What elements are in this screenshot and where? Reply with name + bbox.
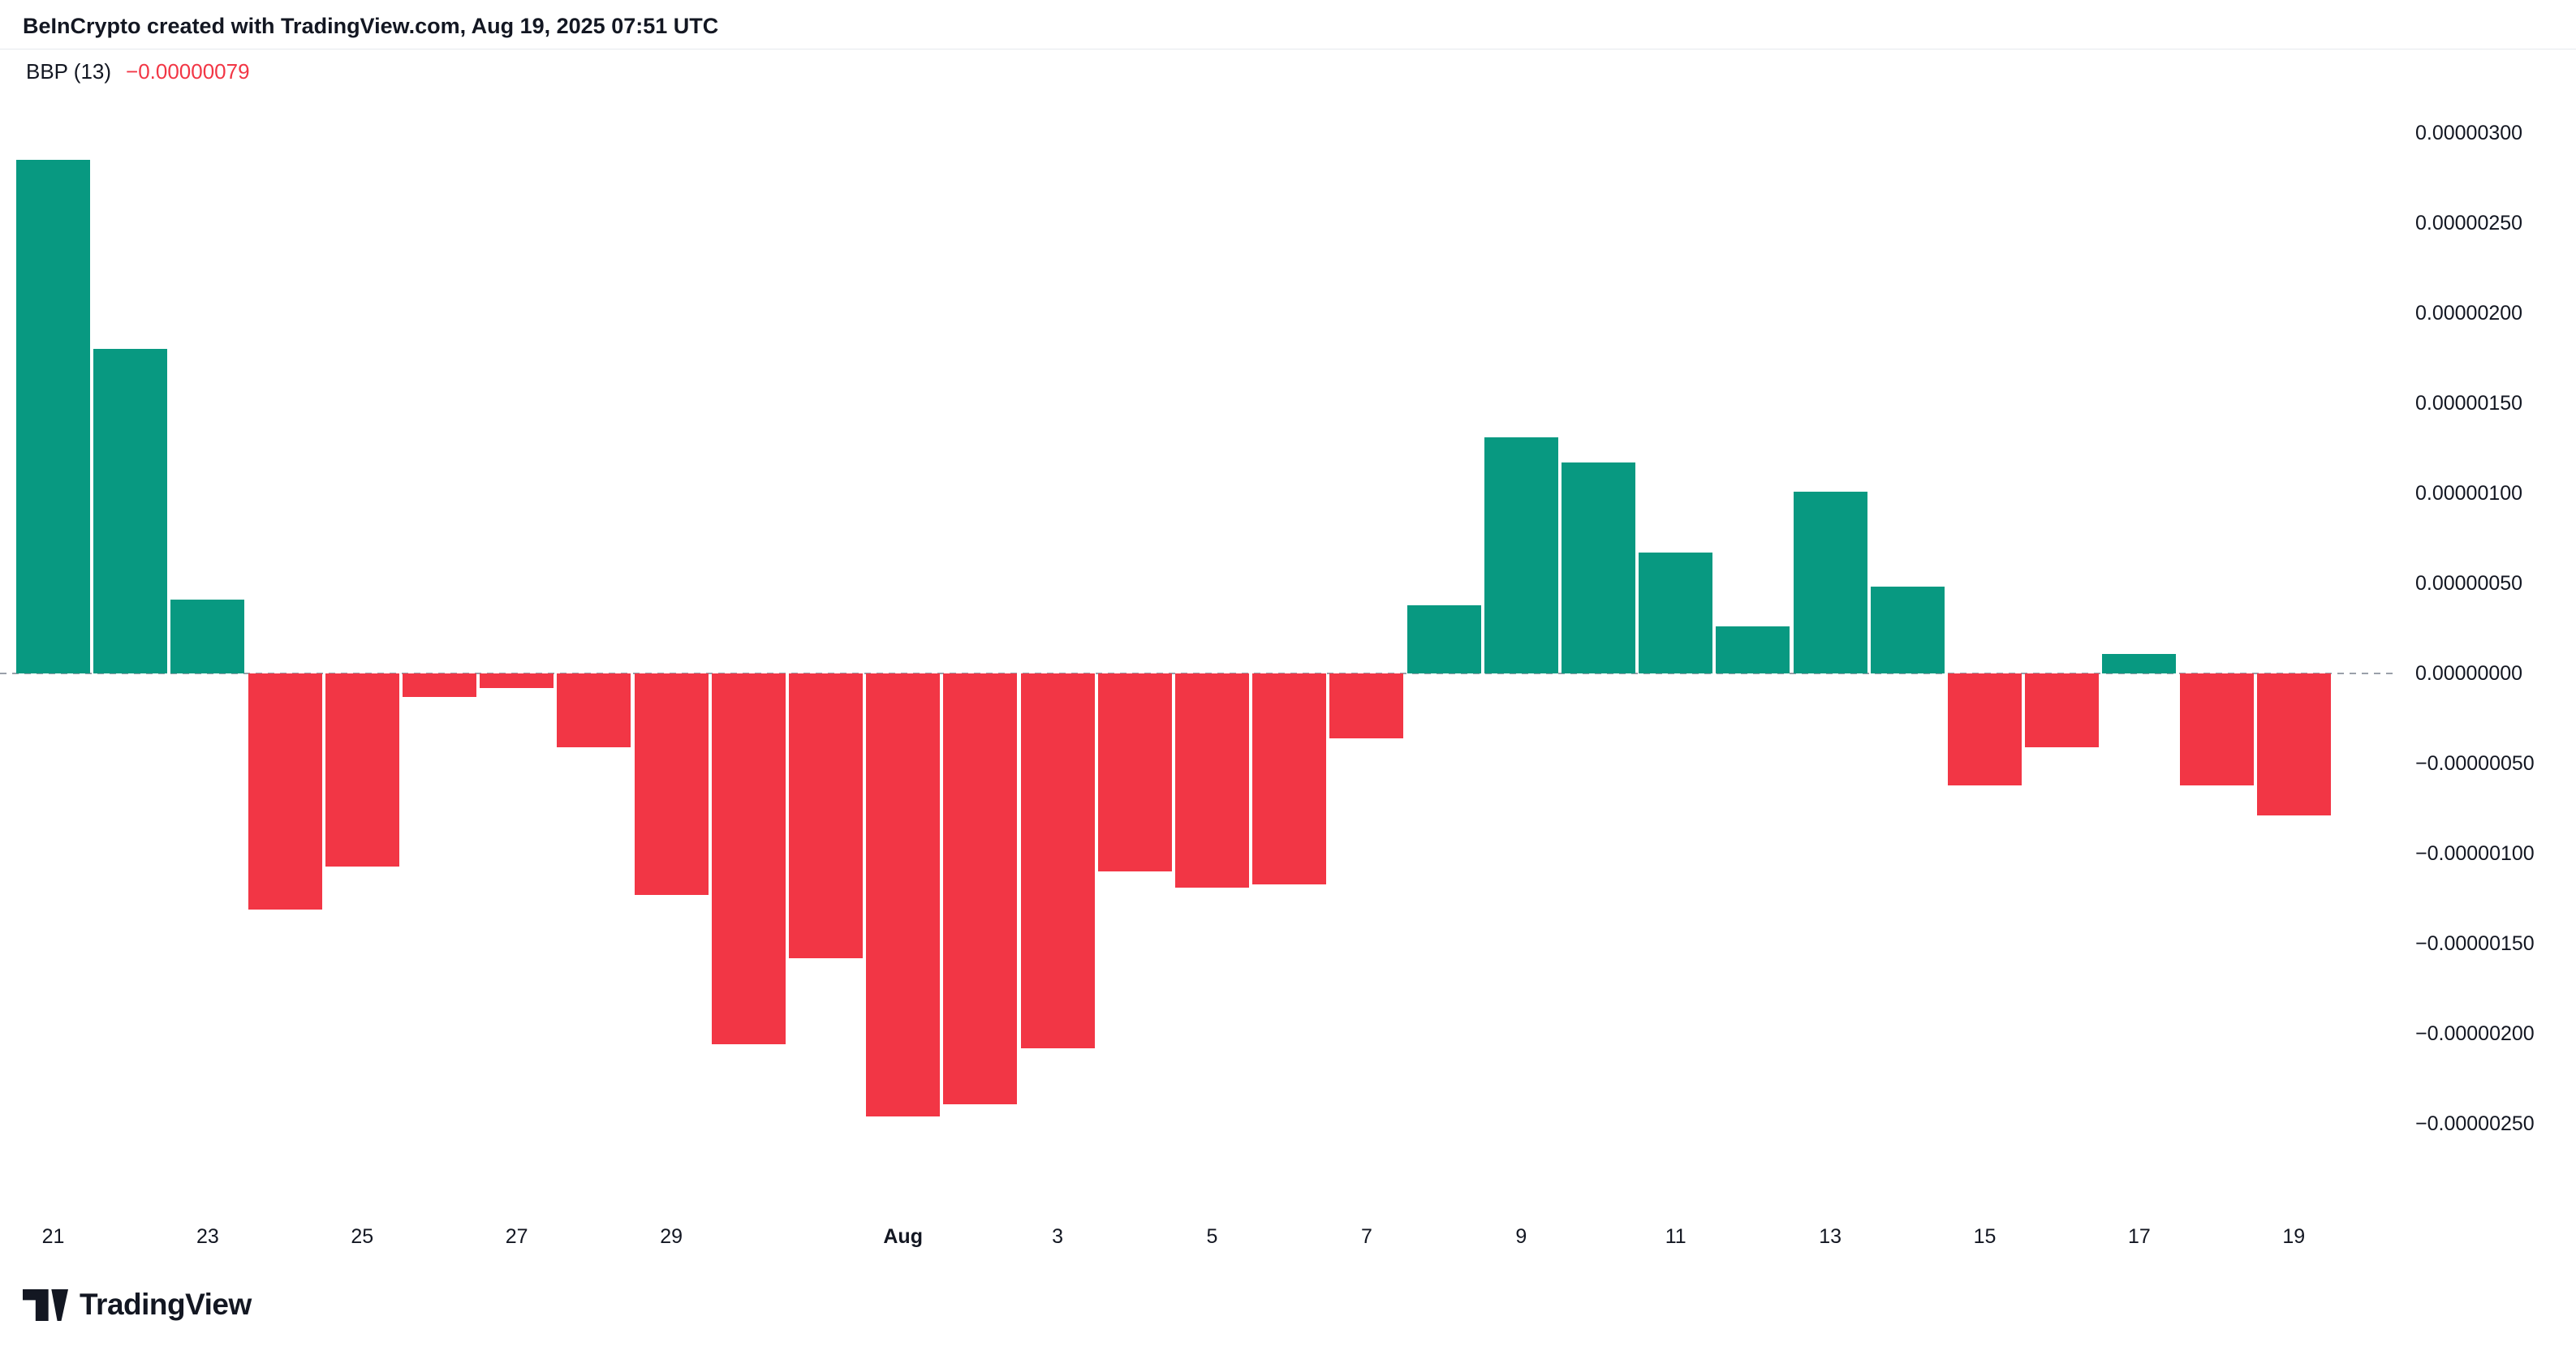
histogram-bar[interactable] <box>789 673 863 958</box>
histogram-bar[interactable] <box>170 599 245 673</box>
x-axis-label: 15 <box>1973 1225 1997 1248</box>
x-axis-label: 25 <box>351 1225 374 1248</box>
x-axis-label: 11 <box>1665 1225 1686 1248</box>
y-axis-label: −0.00000150 <box>2415 932 2535 955</box>
histogram-bar[interactable] <box>2256 673 2331 816</box>
y-axis-label: 0.00000100 <box>2415 482 2523 505</box>
x-axis-label: 27 <box>505 1225 528 1248</box>
histogram-bar[interactable] <box>634 673 709 896</box>
histogram-bar[interactable] <box>1484 437 1558 673</box>
indicator-legend[interactable]: BBP (13) −0.00000079 <box>26 58 250 84</box>
x-axis-label: 9 <box>1515 1225 1527 1248</box>
x-axis-label: 21 <box>41 1225 65 1248</box>
histogram-bar[interactable] <box>2025 673 2100 748</box>
histogram-bar[interactable] <box>1406 604 1481 673</box>
y-axis-label: 0.00000250 <box>2415 212 2523 234</box>
histogram-bar[interactable] <box>557 673 631 748</box>
tradingview-brand-text[interactable]: TradingView <box>80 1288 252 1321</box>
y-axis-label: 0.00000300 <box>2415 122 2523 144</box>
histogram-bar[interactable] <box>1175 673 1249 888</box>
histogram-bar[interactable] <box>1562 462 1635 673</box>
y-axis-label: 0.00000150 <box>2415 392 2523 415</box>
y-axis-label: 0.00000000 <box>2415 662 2523 685</box>
histogram-bar[interactable] <box>1793 491 1867 673</box>
histogram-bar[interactable] <box>93 349 168 673</box>
histogram-bar[interactable] <box>1716 626 1790 673</box>
histogram-bar[interactable] <box>1639 553 1713 673</box>
x-axis-label: 19 <box>2282 1225 2306 1248</box>
y-axis-label: −0.00000100 <box>2415 842 2535 865</box>
x-axis-label: 17 <box>2127 1225 2151 1248</box>
y-axis-label: −0.00000050 <box>2415 752 2535 775</box>
histogram-bar[interactable] <box>943 673 1018 1104</box>
attribution-text: BeInCrypto created with TradingView.com,… <box>23 14 719 38</box>
histogram-bar[interactable] <box>2102 653 2177 673</box>
histogram-bar[interactable] <box>403 673 476 697</box>
x-axis-label: 7 <box>1360 1225 1372 1248</box>
x-axis-label: 13 <box>1819 1225 1842 1248</box>
x-axis-label: 3 <box>1052 1225 1064 1248</box>
indicator-name: BBP (13) <box>26 59 112 84</box>
histogram-bar[interactable] <box>16 160 90 673</box>
histogram-bar[interactable] <box>325 673 399 867</box>
footer: TradingView <box>23 1287 252 1323</box>
x-axis-label: 23 <box>196 1225 219 1248</box>
y-axis-label: −0.00000200 <box>2415 1022 2535 1045</box>
tradingview-logo-icon[interactable] <box>23 1288 68 1321</box>
histogram-bar[interactable] <box>1948 673 2022 785</box>
histogram-bar[interactable] <box>1252 673 1327 884</box>
histogram-bar[interactable] <box>711 673 786 1045</box>
histogram-bar[interactable] <box>866 673 941 1117</box>
histogram-bar[interactable] <box>1097 673 1172 872</box>
histogram-bar[interactable] <box>1020 673 1095 1048</box>
indicator-value: −0.00000079 <box>126 59 250 84</box>
histogram-bar[interactable] <box>1329 673 1404 738</box>
histogram-bar[interactable] <box>248 673 322 910</box>
histogram-bar[interactable] <box>1870 587 1945 673</box>
x-axis-label: 29 <box>660 1225 683 1248</box>
x-axis-label: Aug <box>883 1225 923 1248</box>
y-axis-label: 0.00000050 <box>2415 572 2523 595</box>
y-axis-label: −0.00000250 <box>2415 1112 2535 1135</box>
histogram-bar[interactable] <box>480 673 554 688</box>
x-axis-label: 5 <box>1206 1225 1218 1248</box>
histogram-bar[interactable] <box>2179 673 2254 785</box>
y-axis-label: 0.00000200 <box>2415 302 2523 325</box>
